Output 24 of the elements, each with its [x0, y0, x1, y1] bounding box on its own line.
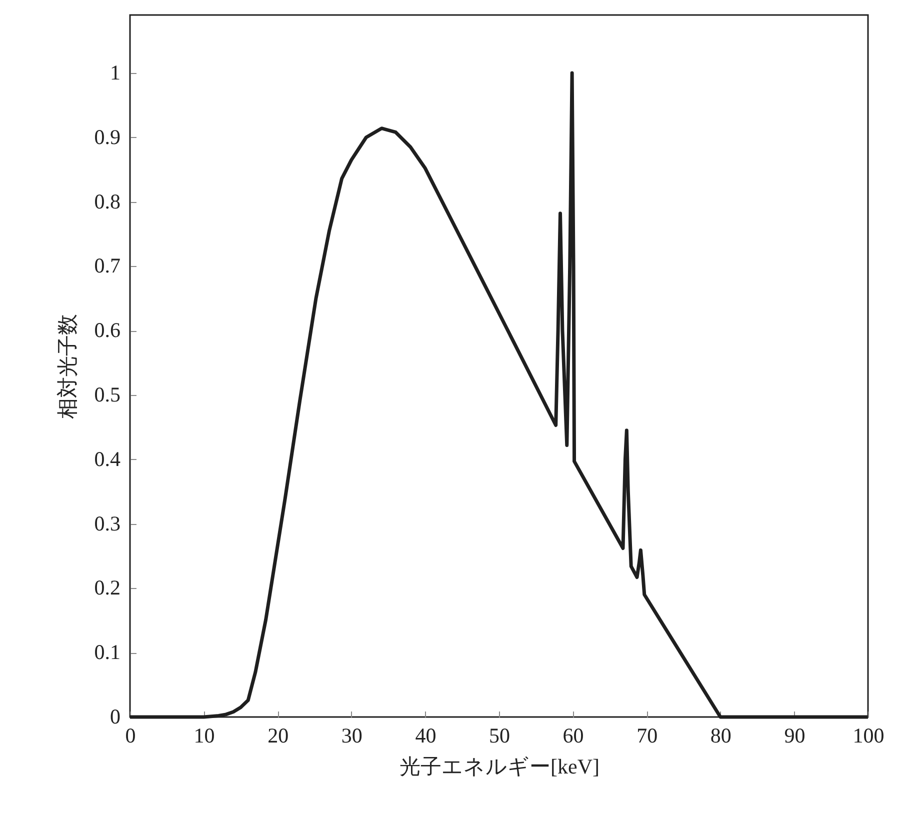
x-tick-label: 30 — [341, 724, 362, 748]
x-tick-label: 60 — [562, 724, 584, 748]
x-tick-label: 0 — [125, 724, 136, 748]
x-tick-label: 90 — [784, 724, 806, 748]
x-tick-label: 100 — [852, 724, 884, 748]
y-tick-label: 0.8 — [94, 189, 120, 214]
y-tick-label: 0 — [110, 704, 120, 728]
x-tick-label: 20 — [268, 724, 289, 748]
y-tick-label: 0.4 — [94, 446, 121, 471]
x-tick-label: 70 — [636, 724, 658, 748]
x-axis-title: 光子エネルギー[keV] — [400, 754, 600, 778]
y-tick-label: 0.1 — [94, 640, 120, 664]
y-tick-label: 0.5 — [94, 382, 120, 406]
y-tick-label: 0.3 — [94, 511, 120, 536]
y-axis-title: 相対光子数 — [55, 314, 80, 419]
x-tick-label: 10 — [194, 724, 215, 748]
y-tick-label: 0.9 — [94, 124, 120, 149]
y-tick-label: 1 — [110, 60, 120, 84]
x-tick-label: 50 — [489, 724, 510, 748]
y-tick-label: 0.7 — [94, 254, 120, 278]
y-tick-label: 0.6 — [94, 318, 120, 342]
x-tick-label: 40 — [415, 724, 436, 748]
y-tick-label: 0.2 — [94, 576, 120, 600]
x-tick-label: 80 — [710, 724, 732, 748]
